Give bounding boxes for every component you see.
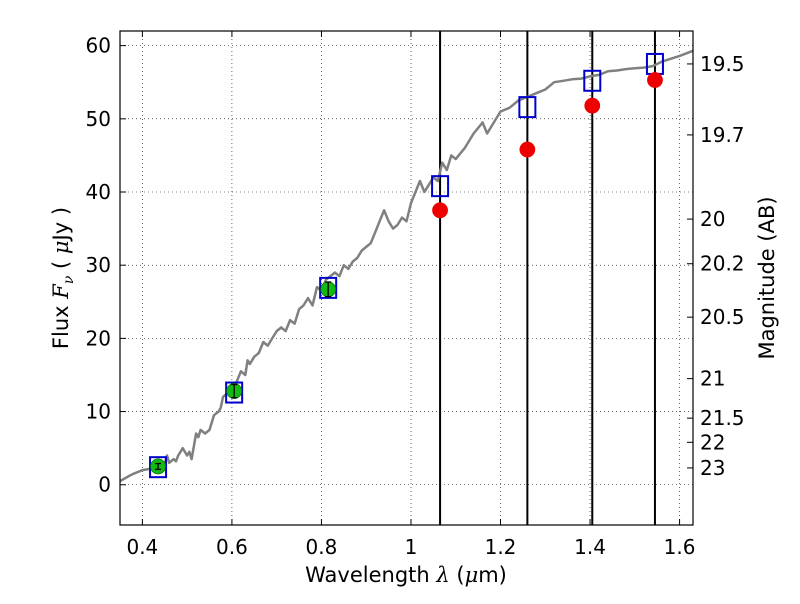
x-tick-label: 1: [405, 535, 418, 559]
x-tick-label: 1.4: [574, 535, 606, 559]
y-axis-label: Flux Fν ( μJy ): [49, 207, 77, 349]
right-tick-label: 20.2: [700, 252, 745, 276]
x-tick-label: 0.4: [126, 535, 158, 559]
x-tick-label: 1.2: [485, 535, 517, 559]
y-tick-label: 0: [98, 473, 111, 497]
plot-frame: [119, 30, 694, 526]
y-tick-label: 10: [86, 400, 111, 424]
y-tick-label: 20: [86, 326, 111, 350]
x-tick-label: 1.6: [664, 535, 696, 559]
observed-ir-point: [519, 141, 536, 158]
y-tick-label: 50: [86, 107, 111, 131]
x-tick-label: 0.8: [306, 535, 338, 559]
model-box-marker: [583, 69, 602, 92]
model-box-marker: [319, 276, 338, 299]
right-tick-label: 20.5: [700, 305, 745, 329]
model-box-marker: [518, 96, 537, 119]
model-spectrum: [119, 49, 694, 483]
right-tick-label: 23: [700, 456, 725, 480]
right-tick-label: 20: [700, 207, 725, 231]
y-tick-label: 30: [86, 253, 111, 277]
right-tick-label: 19.7: [700, 123, 745, 147]
y-tick-label: 60: [86, 34, 111, 58]
y-tick-label: 40: [86, 180, 111, 204]
model-box-marker: [149, 456, 168, 479]
grid-lines: [120, 31, 693, 525]
right-tick-label: 22: [700, 430, 725, 454]
tick-labels: 0.4 0.6 0.8 1 1.2 1.4 1.6 0 10 20 30 40 50 60 19.5 19.7…: [86, 34, 745, 559]
axis-ticks: [120, 31, 693, 525]
x-tick-label: 0.6: [216, 535, 248, 559]
data-markers: [149, 52, 664, 479]
model-box-marker: [225, 381, 244, 404]
right-tick-label: 19.5: [700, 52, 745, 76]
observed-ir-point: [584, 97, 601, 114]
spectrum-line: [119, 49, 694, 483]
vertical-marker-lines: [439, 31, 656, 525]
observed-ir-point: [432, 202, 448, 219]
model-box-marker: [431, 175, 450, 198]
right-tick-label: 21: [700, 367, 725, 391]
observed-ir-point: [647, 72, 663, 88]
right-tick-label: 21.5: [700, 406, 745, 430]
y-axis-label-right: Magnitude (AB): [755, 196, 779, 359]
x-axis-label: Wavelength λ (μm): [305, 563, 507, 587]
